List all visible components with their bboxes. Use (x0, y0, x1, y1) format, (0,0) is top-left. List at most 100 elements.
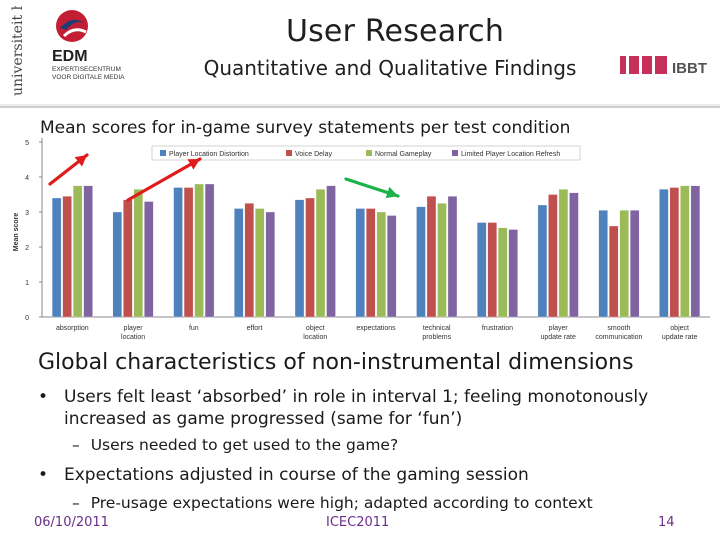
legend-swatch (160, 150, 166, 156)
y-tick-label: 0 (25, 315, 29, 322)
legend-swatch (452, 150, 458, 156)
bar (498, 227, 508, 318)
bullet-item: • Expectations adjusted in course of the… (38, 464, 708, 486)
bar (255, 208, 265, 318)
bar (447, 196, 458, 318)
page-subtitle: Quantitative and Qualitative Findings (203, 56, 577, 80)
x-tick-label: player location (121, 325, 145, 341)
bullet-text: Expectations adjusted in course of the g… (64, 465, 529, 485)
y-axis-label: Mean score (13, 213, 20, 252)
bullet-item: • Users felt least ‘absorbed’ in role in… (38, 386, 708, 430)
bar (234, 208, 244, 318)
x-tick-label: technical problems (422, 325, 451, 341)
bullet-text: Users felt least ‘absorbed’ in role in i… (64, 387, 649, 429)
header-divider (0, 104, 720, 106)
bar (62, 196, 72, 318)
legend-label: Normal Gameplay (375, 151, 432, 158)
sub-bullet-text: Users needed to get used to the game? (90, 436, 399, 454)
bar (548, 194, 558, 318)
bar (51, 197, 62, 318)
chart-title: Mean scores for in-game survey statement… (40, 118, 571, 138)
legend-swatch (286, 150, 292, 156)
edm-emblem-icon (56, 10, 88, 42)
footer-conference: ICEC2011 (326, 515, 390, 530)
bar (426, 196, 437, 318)
bar (173, 187, 183, 318)
bar (508, 229, 518, 318)
bar (194, 183, 204, 318)
header-divider-shadow (0, 106, 720, 108)
legend-label: Limited Player Location Refresh (461, 151, 560, 158)
bar (569, 192, 579, 318)
bar (112, 211, 122, 318)
bar (123, 199, 133, 318)
bar (376, 211, 386, 318)
footer-date: 06/10/2011 (34, 515, 109, 530)
bar (437, 203, 447, 318)
sub-bullet-item: – Pre-usage expectations were high; adap… (72, 494, 593, 512)
bar (315, 189, 326, 318)
bar (183, 187, 194, 318)
ibbt-emblem-icon: IBBT (620, 56, 707, 77)
bullet-glyph: • (38, 387, 49, 407)
bar (144, 201, 154, 318)
bar (355, 208, 365, 318)
bar (294, 199, 305, 318)
bar (669, 187, 680, 318)
x-tick-label: absorption (56, 325, 89, 332)
bullet-glyph: • (38, 465, 49, 485)
y-tick-label: 4 (25, 175, 29, 182)
x-tick-label: frustration (482, 325, 513, 332)
bar (133, 189, 143, 318)
bar (630, 210, 640, 318)
x-tick-label: effort (247, 325, 263, 332)
bar-chart: 0 1 2 3 4 5 Mean score absorption player location… (13, 138, 710, 341)
bar (680, 185, 690, 318)
edm-logo: EDM EXPERTISECENTRUM VOOR DIGITALE MEDIA (52, 6, 148, 81)
bar (72, 185, 83, 318)
footer-page-number: 14 (658, 515, 675, 530)
red-arrow-icon (48, 153, 89, 186)
bar (609, 225, 619, 318)
sub-bullet-glyph: – (72, 436, 80, 454)
sub-bullet-glyph: – (72, 494, 80, 512)
bar (598, 210, 608, 318)
bar (690, 185, 701, 318)
bar (619, 210, 629, 318)
uhasselt-logo-text: universiteit hasselt (10, 6, 26, 96)
chart-arrows (48, 153, 400, 202)
section-heading: Global characteristics of non-instrument… (38, 350, 634, 375)
y-tick-label: 1 (25, 280, 29, 287)
bar (265, 211, 275, 318)
bar (416, 206, 426, 318)
legend-label: Voice Delay (295, 151, 332, 158)
bar (558, 189, 569, 318)
sub-bullet-text: Pre-usage expectations were high; adapte… (90, 494, 593, 512)
sub-bullet-item: – Users needed to get used to the game? (72, 436, 398, 454)
ibbt-logo-text: IBBT (672, 60, 707, 77)
arrow-head (74, 155, 87, 167)
bar (204, 183, 215, 318)
bar (244, 203, 254, 318)
x-tick-label: expectations (356, 325, 396, 332)
edm-logo-text: EDM (52, 48, 88, 65)
green-arrow-icon (344, 177, 400, 199)
ibbt-logo: IBBT (620, 54, 712, 78)
chart-legend: Player Location Distortion Voice Delay Nor… (151, 145, 581, 161)
y-tick-label: 2 (25, 245, 29, 252)
x-tick-label: smooth communication (595, 325, 642, 341)
bar (487, 222, 497, 318)
bar (537, 204, 548, 318)
y-tick-label: 5 (25, 140, 29, 147)
bar (477, 222, 487, 318)
edm-logo-subtitle: EXPERTISECENTRUM VOOR DIGITALE MEDIA (52, 66, 125, 81)
chart-bars (51, 183, 701, 318)
x-tick-label: object update rate (662, 325, 698, 341)
legend-label: Player Location Distortion (169, 151, 249, 158)
arrow-shaft (126, 157, 202, 202)
bar (83, 185, 93, 318)
bar (326, 185, 336, 318)
bar (659, 189, 669, 318)
uhasselt-logo: universiteit hasselt (10, 6, 26, 96)
x-tick-label: player update rate (540, 325, 576, 341)
